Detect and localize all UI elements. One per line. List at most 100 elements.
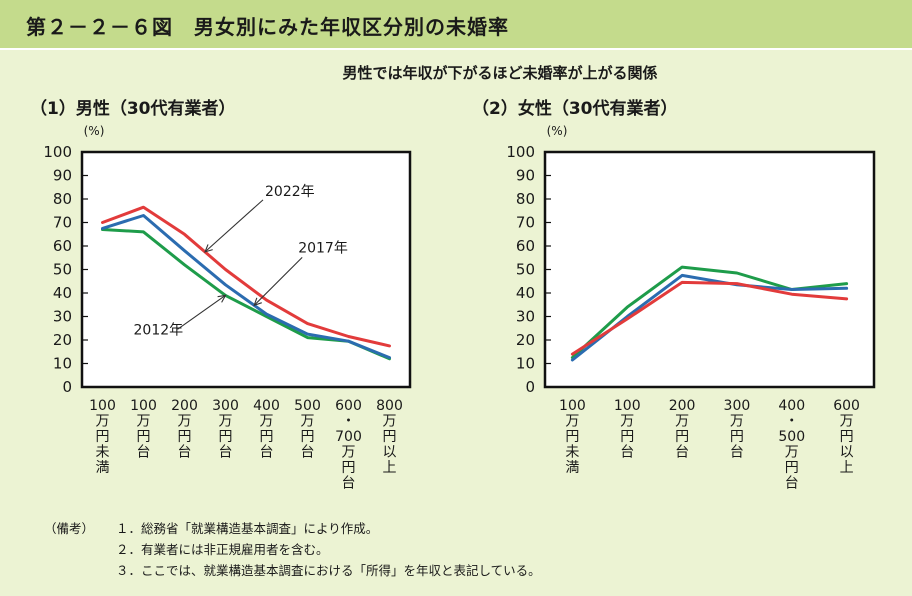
x-tick-label-male-1-0: 100 — [130, 398, 157, 414]
y-tick-label-female-40: 40 — [516, 284, 535, 302]
y-tick-label-female-60: 60 — [516, 237, 535, 255]
annotation-arrowhead-male-1 — [253, 297, 262, 307]
x-tick-label-female-3-3: 台 — [730, 445, 744, 461]
x-tick-label-male-3-1: 万 — [219, 414, 233, 430]
figure-title: 第２－２－６図 男女別にみた年収区分別の未婚率 — [26, 15, 509, 39]
x-tick-label-female-2-3: 台 — [675, 445, 689, 461]
x-tick-label-female-2-0: 200 — [669, 398, 696, 414]
x-tick-label-male-5-1: 万 — [301, 414, 315, 430]
x-tick-label-female-5-4: 上 — [840, 460, 854, 476]
annotation-arrowhead-male-2 — [217, 294, 227, 303]
x-tick-label-male-1-3: 台 — [137, 445, 151, 461]
x-tick-label-male-2-2: 円 — [178, 429, 192, 445]
note-item-1: １．総務省「就業構造基本調査」により作成。 — [116, 521, 379, 536]
y-axis-unit-female: (%) — [547, 124, 568, 138]
x-tick-label-female-5-1: 万 — [840, 414, 854, 430]
x-tick-label-female-1-1: 万 — [620, 414, 634, 430]
annotation-arrow-male-1 — [253, 256, 303, 306]
series-line-female-0 — [570, 280, 849, 356]
x-tick-label-male-6-5: 台 — [342, 476, 356, 492]
plot-area-male — [80, 150, 412, 389]
x-tick-label-female-3-2: 円 — [730, 429, 744, 445]
x-tick-label-male-1-1: 万 — [137, 414, 151, 430]
x-tick-label-female-5-2: 円 — [840, 429, 854, 445]
y-tick-label-female-10: 10 — [516, 355, 535, 373]
y-tick-label-male-100: 100 — [43, 143, 72, 161]
note-item-2: ２．有業者には非正規雇用者を含む。 — [116, 542, 329, 557]
notes-prefix: （備考） — [44, 521, 95, 536]
x-tick-label-male-6-2: 700 — [335, 429, 362, 445]
x-tick-label-male-7-2: 円 — [383, 429, 397, 445]
y-tick-label-female-90: 90 — [516, 167, 535, 185]
note-item-3: ３．ここでは、就業構造基本調査における「所得」を年収と表記している。 — [116, 563, 541, 578]
y-tick-label-male-30: 30 — [53, 308, 72, 326]
x-tick-label-male-5-3: 台 — [301, 445, 315, 461]
y-axis-unit-male: (%) — [84, 124, 105, 138]
x-tick-label-male-0-2: 円 — [96, 429, 110, 445]
x-tick-label-female-4-3: 万 — [785, 445, 799, 461]
x-tick-label-female-3-1: 万 — [730, 414, 744, 430]
x-tick-label-female-0-0: 100 — [559, 398, 586, 414]
annotation-arrowhead-male-0 — [204, 244, 213, 253]
x-tick-label-female-5-3: 以 — [840, 445, 854, 461]
y-tick-label-male-80: 80 — [53, 190, 72, 208]
figure-header: 第２－２－６図 男女別にみた年収区分別の未婚率 — [0, 0, 912, 50]
y-tick-label-male-10: 10 — [53, 355, 72, 373]
x-tick-label-male-4-2: 円 — [260, 429, 274, 445]
x-tick-label-female-3-0: 300 — [724, 398, 751, 414]
x-tick-label-male-7-3: 以 — [383, 445, 397, 461]
x-tick-label-male-3-2: 円 — [219, 429, 233, 445]
panel-title-male: （1）男性（30代有業者） — [30, 99, 236, 119]
panel-title-female: （2）女性（30代有業者） — [472, 99, 678, 119]
x-tick-label-female-4-0: 400 — [778, 398, 805, 414]
x-tick-label-male-3-3: 台 — [219, 445, 233, 461]
x-tick-label-female-4-1: ・ — [785, 414, 799, 430]
annotation-label-male-0: 2022年 — [265, 184, 315, 200]
x-tick-label-male-7-1: 万 — [383, 414, 397, 430]
x-tick-label-female-4-5: 台 — [785, 476, 799, 492]
y-tick-label-male-50: 50 — [53, 261, 72, 279]
x-tick-label-male-3-0: 300 — [212, 398, 239, 414]
y-tick-label-male-40: 40 — [53, 284, 72, 302]
x-tick-label-male-1-2: 円 — [137, 429, 151, 445]
y-tick-label-female-20: 20 — [516, 331, 535, 349]
x-tick-label-male-2-3: 台 — [178, 445, 192, 461]
x-tick-label-female-2-1: 万 — [675, 414, 689, 430]
x-tick-label-male-7-4: 上 — [383, 460, 397, 476]
x-tick-label-female-4-2: 500 — [778, 429, 805, 445]
x-tick-label-female-1-2: 円 — [620, 429, 634, 445]
annotation-arrow-male-2 — [177, 294, 226, 330]
series-line-male-1 — [101, 214, 391, 360]
x-tick-label-female-0-2: 円 — [565, 429, 579, 445]
y-tick-label-female-30: 30 — [516, 308, 535, 326]
x-tick-label-male-4-0: 400 — [253, 398, 280, 414]
x-tick-label-male-4-3: 台 — [260, 445, 274, 461]
x-tick-label-female-0-3: 未 — [565, 445, 579, 461]
x-tick-label-male-6-3: 万 — [342, 445, 356, 461]
annotation-label-male-2: 2012年 — [134, 322, 184, 338]
x-tick-label-female-1-0: 100 — [614, 398, 641, 414]
x-tick-label-female-1-3: 台 — [620, 445, 634, 461]
series-line-male-0 — [101, 205, 391, 348]
y-tick-label-female-100: 100 — [506, 143, 535, 161]
x-tick-label-female-2-2: 円 — [675, 429, 689, 445]
y-tick-label-male-20: 20 — [53, 331, 72, 349]
x-tick-label-female-5-0: 600 — [833, 398, 860, 414]
y-tick-label-female-50: 50 — [516, 261, 535, 279]
x-tick-label-male-6-4: 円 — [342, 460, 356, 476]
y-tick-label-male-0: 0 — [62, 378, 72, 396]
y-tick-label-male-90: 90 — [53, 167, 72, 185]
x-tick-label-female-0-4: 満 — [565, 460, 579, 476]
x-tick-label-male-2-0: 200 — [171, 398, 198, 414]
x-tick-label-male-0-3: 未 — [96, 445, 110, 461]
y-tick-label-male-70: 70 — [53, 214, 72, 232]
x-tick-label-male-4-1: 万 — [260, 414, 274, 430]
x-tick-label-male-0-4: 満 — [96, 460, 110, 476]
x-tick-label-male-7-0: 800 — [376, 398, 403, 414]
y-tick-label-female-70: 70 — [516, 214, 535, 232]
x-tick-label-male-5-0: 500 — [294, 398, 321, 414]
x-tick-label-male-0-1: 万 — [96, 414, 110, 430]
x-tick-label-female-0-1: 万 — [565, 414, 579, 430]
figure-subtitle: 男性では年収が下がるほど未婚率が上がる関係 — [342, 64, 658, 82]
